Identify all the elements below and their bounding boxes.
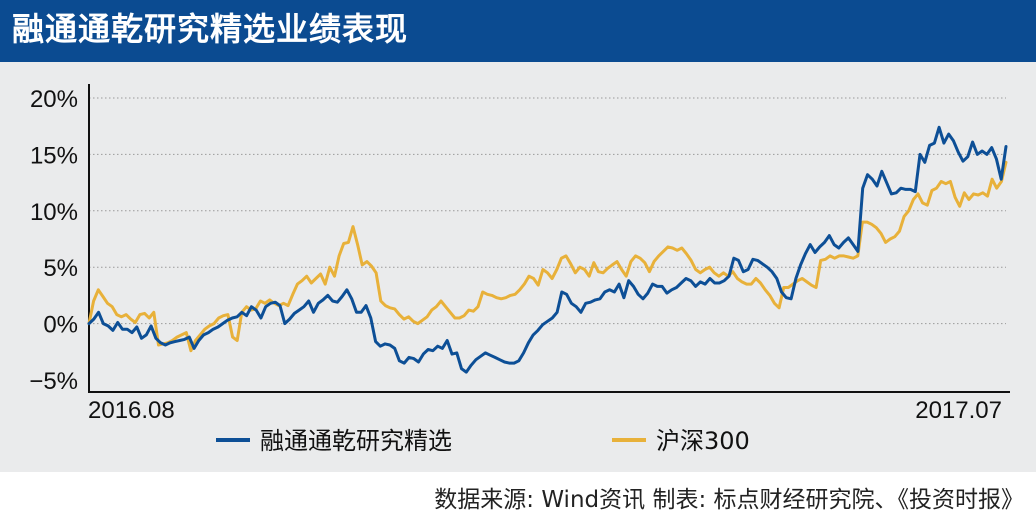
line-chart: 20% 15% 10% 5% 0% −5% 2016.08 2017.07 融通通乾研究精… <box>29 84 1010 455</box>
series-lines <box>87 125 1008 374</box>
legend-item-fund: 融通通乾研究精选 <box>260 427 452 455</box>
chart-title: 融通通乾研究精选业绩表现 <box>12 10 409 48</box>
y-tick-label: 10% <box>30 199 78 226</box>
y-tick-label: 5% <box>43 255 78 282</box>
y-axis-tick-labels: 20% 15% 10% 5% 0% −5% <box>29 86 78 395</box>
x-axis-end-label: 2017.07 <box>915 397 1002 424</box>
y-tick-label: −5% <box>29 368 78 395</box>
y-tick-label: 15% <box>30 142 78 169</box>
series-line-fund <box>87 125 1008 374</box>
grid-lines <box>89 97 1006 325</box>
title-bar: 融通通乾研究精选业绩表现 <box>0 0 1036 62</box>
x-axis-start-label: 2016.08 <box>88 397 175 424</box>
source-note: 数据来源: Wind资讯 制表: 标点财经研究院、《投资时报》 <box>434 487 1024 513</box>
y-tick-label: 0% <box>43 312 78 339</box>
y-tick-label: 20% <box>30 86 78 113</box>
legend: 融通通乾研究精选 沪深300 <box>216 427 750 455</box>
legend-item-csi300: 沪深300 <box>656 427 750 455</box>
